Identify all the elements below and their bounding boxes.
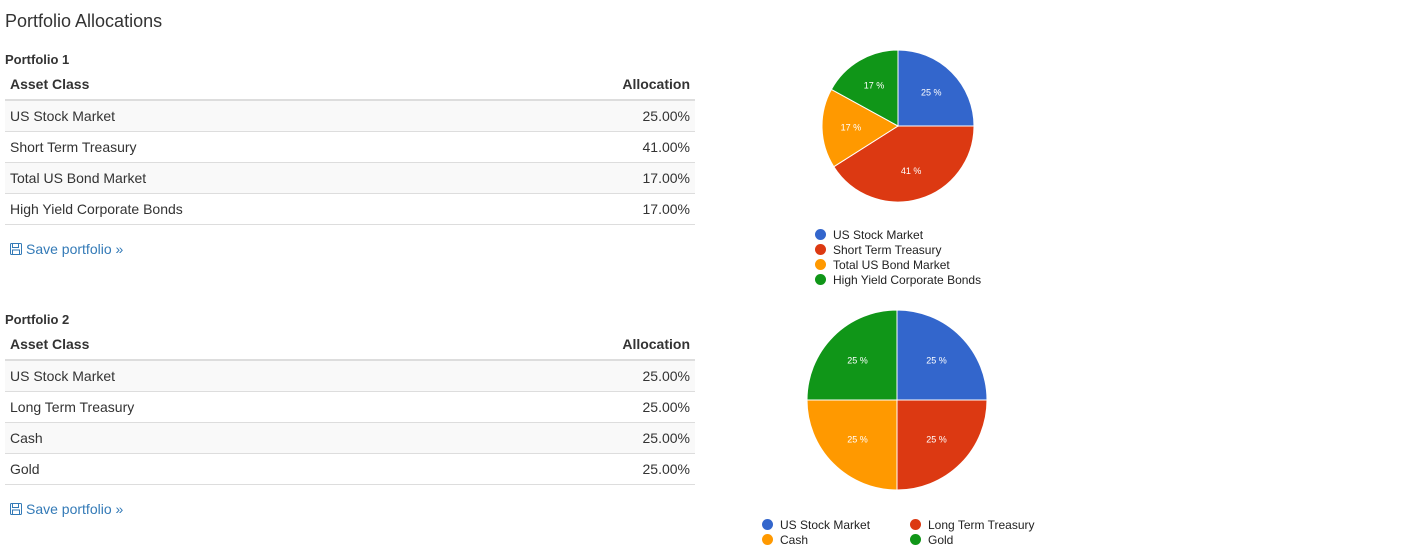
portfolio-title: Portfolio 1 xyxy=(5,52,70,67)
save-portfolio-link[interactable]: Save portfolio » xyxy=(10,501,123,517)
save-portfolio-link[interactable]: Save portfolio » xyxy=(10,241,123,257)
asset-cell: Cash xyxy=(5,422,443,454)
legend-item: Short Term Treasury xyxy=(815,242,981,257)
pie-slice xyxy=(897,49,975,127)
table-row: Gold 25.00% xyxy=(5,453,695,485)
pie-slice xyxy=(896,399,988,491)
allocation-cell: 17.00% xyxy=(489,193,695,225)
page-title: Portfolio Allocations xyxy=(5,11,163,31)
allocation-cell: 25.00% xyxy=(442,360,695,392)
pie-slice xyxy=(806,309,898,401)
legend-label: High Yield Corporate Bonds xyxy=(833,272,982,287)
floppy-disk-icon xyxy=(10,243,22,255)
legend-item: Gold xyxy=(910,532,1050,547)
pie-slice xyxy=(896,309,988,401)
legend-swatch xyxy=(815,274,826,285)
pie-slice xyxy=(806,399,898,491)
legend-item: Long Term Treasury xyxy=(910,517,1050,532)
table-row: Short Term Treasury 41.00% xyxy=(5,131,695,163)
pie-slice-label: 41 % xyxy=(901,166,922,176)
save-portfolio-label: Save portfolio » xyxy=(26,241,124,257)
pie-slice xyxy=(821,88,899,168)
allocation-header: Allocation xyxy=(489,69,695,101)
allocation-table: Asset Class Allocation US Stock Market 2… xyxy=(5,69,695,225)
table-header-row: Asset Class Allocation xyxy=(5,329,695,361)
legend-label: Short Term Treasury xyxy=(833,242,942,257)
legend-item: Cash xyxy=(762,532,910,547)
portfolio-2-pie-chart: 25 % 25 % 25 % 25 % xyxy=(806,309,988,491)
asset-cell: Short Term Treasury xyxy=(5,131,490,163)
portfolio-1-pie-chart: 25 % 41 % 17 % 17 % xyxy=(821,49,975,203)
pie-slice-label: 17 % xyxy=(864,80,885,90)
allocation-cell: 25.00% xyxy=(442,422,695,454)
allocation-cell: 17.00% xyxy=(489,162,695,194)
allocation-cell: 25.00% xyxy=(442,453,695,485)
pie-slice-label: 25 % xyxy=(847,356,868,366)
table-header-row: Asset Class Allocation xyxy=(5,69,695,101)
legend-swatch xyxy=(910,519,921,530)
portfolio-2-section: Portfolio 2 Asset Class Allocation US St… xyxy=(5,312,1413,552)
pie-slice xyxy=(830,49,899,127)
allocation-cell: 25.00% xyxy=(489,100,695,132)
legend-swatch xyxy=(910,534,921,545)
portfolio-2-legend: US Stock Market Long Term Treasury Cash … xyxy=(762,517,1050,547)
asset-cell: US Stock Market xyxy=(5,100,490,132)
table-row: Total US Bond Market 17.00% xyxy=(5,162,695,194)
pie-slice-label: 25 % xyxy=(926,356,947,366)
legend-label: US Stock Market xyxy=(833,227,924,242)
allocation-table: Asset Class Allocation US Stock Market 2… xyxy=(5,329,695,485)
portfolio-1-legend: US Stock Market Short Term Treasury Tota… xyxy=(815,227,981,287)
legend-label: Total US Bond Market xyxy=(833,257,950,272)
asset-class-header: Asset Class xyxy=(5,69,490,101)
legend-label: Long Term Treasury xyxy=(928,517,1035,532)
portfolio-title: Portfolio 2 xyxy=(5,312,70,327)
portfolio-1-section: Portfolio 1 Asset Class Allocation US St… xyxy=(5,52,1413,292)
pie-slice-label: 25 % xyxy=(847,434,868,444)
legend-swatch xyxy=(815,259,826,270)
asset-cell: High Yield Corporate Bonds xyxy=(5,193,490,225)
table-row: High Yield Corporate Bonds 17.00% xyxy=(5,193,695,225)
legend-label: US Stock Market xyxy=(780,517,871,532)
table-row: US Stock Market 25.00% xyxy=(5,360,695,392)
floppy-disk-icon xyxy=(10,503,22,515)
legend-label: Gold xyxy=(928,532,954,547)
allocation-cell: 41.00% xyxy=(489,131,695,163)
asset-cell: US Stock Market xyxy=(5,360,443,392)
legend-item: High Yield Corporate Bonds xyxy=(815,272,981,287)
asset-cell: Total US Bond Market xyxy=(5,162,490,194)
allocation-cell: 25.00% xyxy=(442,391,695,423)
table-row: Cash 25.00% xyxy=(5,422,695,454)
legend-item: US Stock Market xyxy=(762,517,910,532)
legend-label: Cash xyxy=(780,532,809,547)
pie-slice-label: 25 % xyxy=(926,434,947,444)
asset-cell: Gold xyxy=(5,453,443,485)
asset-cell: Long Term Treasury xyxy=(5,391,443,423)
asset-class-header: Asset Class xyxy=(5,329,443,361)
legend-swatch xyxy=(815,244,826,255)
legend-item: Total US Bond Market xyxy=(815,257,981,272)
legend-swatch xyxy=(762,534,773,545)
pie-slice-label: 25 % xyxy=(921,88,942,98)
save-portfolio-label: Save portfolio » xyxy=(26,501,124,517)
legend-item: US Stock Market xyxy=(815,227,981,242)
allocation-header: Allocation xyxy=(442,329,695,361)
legend-swatch xyxy=(815,229,826,240)
legend-swatch xyxy=(762,519,773,530)
table-row: Long Term Treasury 25.00% xyxy=(5,391,695,423)
table-row: US Stock Market 25.00% xyxy=(5,100,695,132)
pie-slice-label: 17 % xyxy=(841,122,862,132)
